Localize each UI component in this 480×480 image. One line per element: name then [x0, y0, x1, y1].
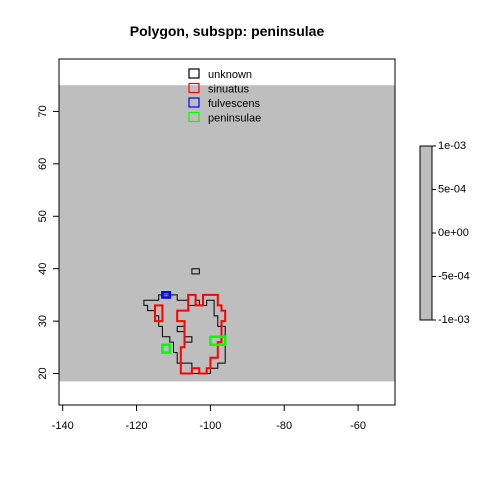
chart-title: Polygon, subspp: peninsulae: [130, 23, 325, 39]
polygon-peninsulae-1: [209, 335, 227, 346]
polygon-peninsulae-0: [161, 343, 172, 354]
polygon-unknown-1: [191, 268, 200, 275]
x-tick-label: -80: [276, 420, 292, 432]
legend-label-peninsulae: peninsulae: [208, 113, 261, 125]
y-tick-label: 60: [37, 158, 49, 170]
polygon-unknown-0: [143, 294, 226, 374]
legend: unknown sinuatus fulvescens peninsulae: [188, 68, 261, 125]
legend-label-fulvescens: fulvescens: [208, 98, 260, 110]
y-axis: 20 30 40 50 60 70: [37, 105, 60, 380]
polygon-fulvescens-0: [161, 291, 172, 299]
legend-swatch-fulvescens: [188, 97, 200, 108]
y-tick-label: 70: [37, 105, 49, 117]
colorbar-label: 5e-04: [438, 184, 466, 196]
polygon-sinuatus-0: [176, 293, 227, 375]
x-tick-label: -100: [199, 420, 221, 432]
colorbar-label: -1e-03: [438, 314, 470, 326]
legend-swatch-sinuatus: [188, 82, 200, 94]
y-tick-label: 30: [37, 315, 49, 327]
legend-label-sinuatus: sinuatus: [208, 84, 249, 96]
raster-layer: [59, 85, 395, 382]
colorbar-label: 0e+00: [438, 227, 469, 239]
legend-swatch-peninsulae: [188, 111, 200, 123]
colorbar-label: 1e-03: [438, 140, 466, 152]
x-tick-label: -60: [350, 420, 366, 432]
colorbar-label: -5e-04: [438, 271, 470, 283]
polygon-layer: [143, 268, 227, 375]
colorbar: 1e-03 5e-04 0e+00 -5e-04 -1e-03: [419, 140, 470, 326]
x-axis: -140 -120 -100 -80 -60: [52, 404, 366, 432]
y-tick-label: 20: [37, 367, 49, 379]
polygon-sinuatus-1: [154, 304, 164, 323]
legend-label-unknown: unknown: [208, 69, 252, 81]
y-tick-label: 50: [37, 210, 49, 222]
legend-swatch-unknown: [188, 68, 200, 79]
y-tick-label: 40: [37, 263, 49, 275]
x-tick-label: -120: [126, 420, 148, 432]
raster-fill: [59, 85, 395, 382]
x-tick-label: -140: [52, 420, 74, 432]
colorbar-bar: [419, 145, 433, 321]
